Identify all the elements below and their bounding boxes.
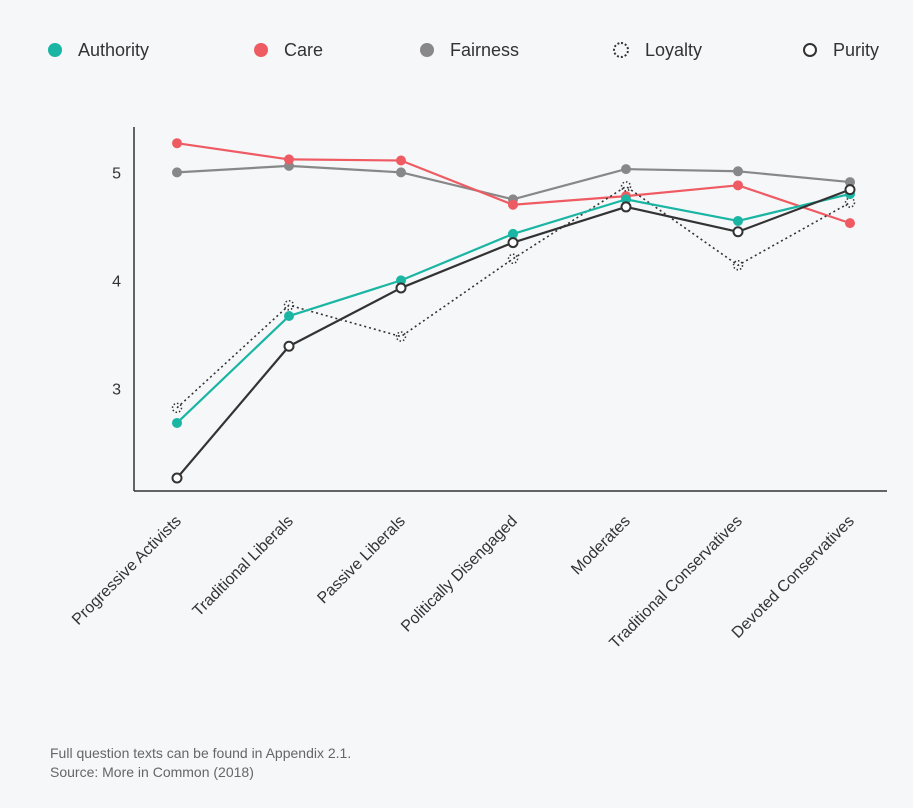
point-purity-5 [732,226,744,238]
series-line-fairness [176,164,851,201]
legend-marker-fairness-icon [420,43,434,57]
point-fairness-2 [396,167,406,178]
point-fairness-6 [845,177,855,188]
point-authority-4 [621,194,631,205]
legend-item-authority[interactable]: Authority [48,38,149,62]
point-loyalty-6 [844,197,856,208]
point-care-5 [733,180,743,191]
point-authority-2 [396,275,406,286]
point-authority-0 [172,417,182,428]
point-loyalty-1 [283,299,295,311]
x-tick-label-2: Passive Liberals [314,513,408,607]
point-care-2 [396,155,406,166]
x-tick-label-6: Devoted Conservatives [729,513,858,642]
x-tick-label-1: Traditional Liberals [190,513,297,620]
point-care-0 [172,138,182,149]
point-care-1 [284,154,294,165]
y-tick-label-5: 5 [112,165,121,182]
legend-marker-care-icon [254,43,268,57]
point-fairness-4 [621,164,631,175]
series-line-loyalty [176,185,851,409]
y-tick-label-4: 4 [112,273,121,290]
footnote-appendix-text: Full question texts can be found in Appe… [50,745,352,761]
footnote-source-text: Source: More in Common (2018) [50,764,254,780]
point-care-6 [845,218,855,229]
point-care-3 [508,199,518,210]
point-loyalty-5 [732,260,744,271]
x-tick-label-3: Politically Disengaged [398,513,521,636]
point-loyalty-4 [620,181,632,192]
point-purity-0 [171,472,183,484]
point-loyalty-3 [507,253,519,265]
legend-label-loyalty: Loyalty [645,39,703,60]
x-tick-label-5: Traditional Conservatives [607,513,746,652]
point-purity-3 [507,237,519,249]
point-fairness-0 [172,167,182,178]
point-authority-3 [508,228,518,239]
point-authority-1 [284,311,294,322]
legend-label-purity: Purity [833,39,880,60]
y-tick-label-3: 3 [112,381,121,398]
legend-item-purity[interactable]: Purity [803,38,879,62]
point-loyalty-2 [395,331,407,342]
legend-item-care[interactable]: Care [254,38,323,62]
point-authority-5 [733,215,743,226]
point-purity-4 [620,201,632,213]
x-tick-label-4: Moderates [568,513,633,578]
point-purity-1 [283,340,295,352]
legend-label-fairness: Fairness [450,39,520,60]
legend-item-loyalty[interactable]: Loyalty [613,38,702,62]
legend-item-fairness[interactable]: Fairness [420,38,519,62]
legend-label-authority: Authority [78,39,150,60]
legend-marker-loyalty-icon [613,42,629,58]
point-fairness-5 [733,166,743,177]
footnote: Full question texts can be found in Appe… [50,744,351,782]
series-line-care [176,142,851,225]
legend-marker-authority-icon [48,43,62,57]
point-purity-6 [844,184,856,196]
point-loyalty-0 [171,402,183,414]
chart-legend: Authority Care Fairness Loyalty Purity [0,30,913,70]
point-purity-2 [395,282,407,294]
x-tick-label-0: Progressive Activists [69,513,185,629]
legend-marker-purity-icon [803,43,817,57]
legend-label-care: Care [284,39,324,60]
